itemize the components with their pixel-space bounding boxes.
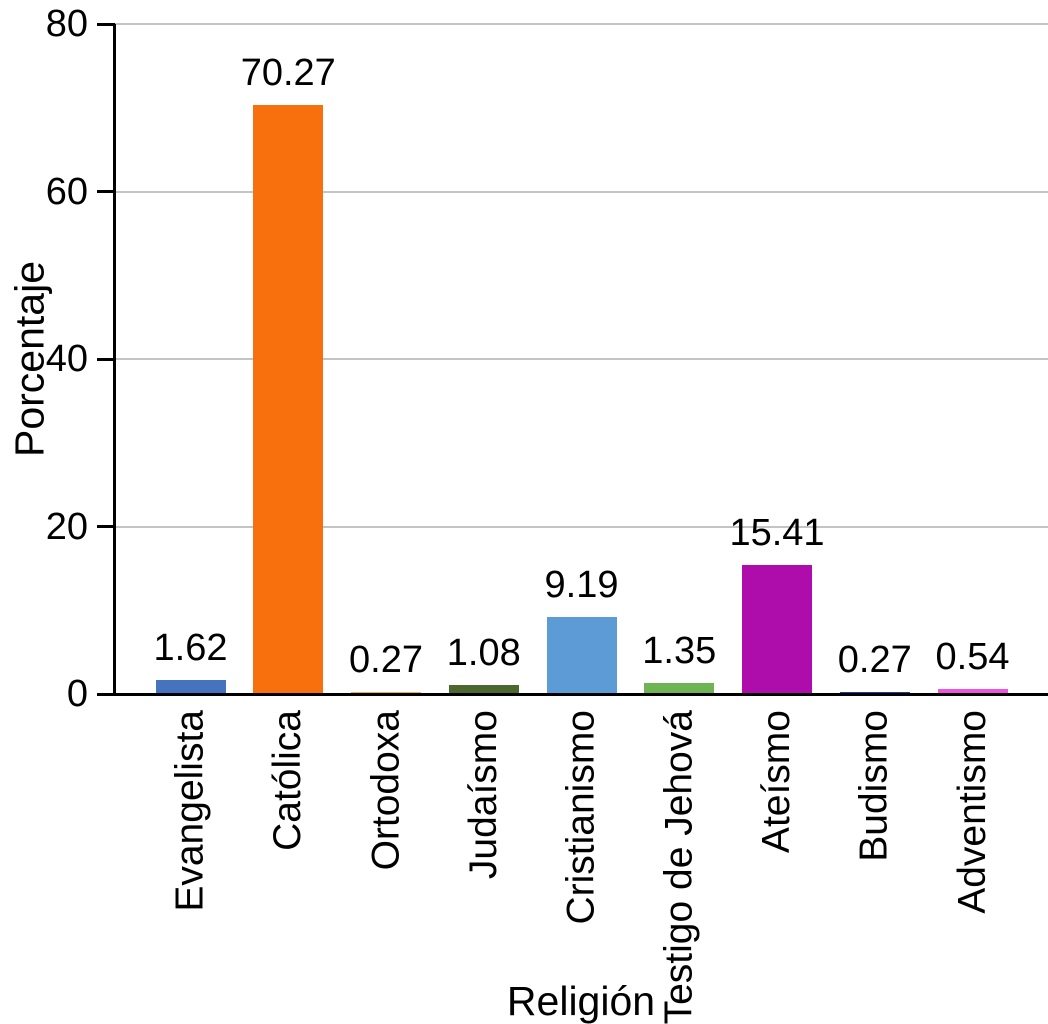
x-axis-line — [112, 692, 1048, 696]
gridline-80 — [115, 23, 1048, 25]
bar-value-label: 9.19 — [544, 564, 619, 607]
x-tick-label: Evangelista — [168, 710, 212, 912]
bar-value-label: 0.54 — [935, 636, 1010, 679]
x-tick-label: Judaísmo — [461, 710, 505, 880]
y-tick-label: 60 — [45, 170, 88, 213]
bar-testigo-de-jehova — [644, 682, 715, 694]
y-tick-mark — [97, 525, 115, 528]
x-tick-label: Católica — [266, 710, 310, 851]
x-axis-title: Religión — [506, 978, 656, 1024]
bar-evangelista — [155, 680, 226, 694]
bar-value-label: 15.41 — [729, 511, 825, 554]
bar-ateismo — [742, 564, 812, 694]
gridline-60 — [115, 190, 1048, 193]
y-tick-mark — [97, 190, 115, 193]
bar-cristianismo — [546, 617, 617, 694]
x-tick-label: Ortodoxa — [364, 710, 407, 871]
x-tick-label: Testigo de Jehová — [657, 710, 701, 1024]
gridline-40 — [115, 358, 1048, 360]
y-tick-label: 40 — [45, 338, 88, 380]
bar-judaismo — [448, 684, 519, 694]
y-tick-label: 0 — [66, 673, 88, 715]
bar-value-label: 0.27 — [349, 638, 423, 681]
bar-value-label: 0.27 — [837, 638, 912, 681]
bar-value-label: 1.35 — [642, 629, 717, 672]
x-tick-label: Ateísmo — [755, 710, 798, 854]
bar-adventismo — [937, 689, 1008, 694]
x-tick-label: Cristianismo — [559, 710, 603, 925]
y-tick-label: 80 — [45, 3, 88, 45]
y-tick-mark — [97, 357, 115, 361]
x-tick-label: Budismo — [852, 710, 896, 862]
gridline-20 — [115, 525, 1048, 528]
bar-value-label: 1.62 — [153, 627, 228, 670]
y-axis-line — [112, 24, 116, 696]
y-tick-mark — [97, 22, 115, 26]
y-tick-mark — [97, 692, 115, 696]
bar-catolica — [253, 105, 324, 694]
x-tick-label: Adventismo — [950, 710, 994, 914]
y-tick-label: 20 — [45, 505, 88, 548]
bar-value-label: 70.27 — [240, 52, 336, 95]
bar-value-label: 1.08 — [446, 631, 521, 674]
